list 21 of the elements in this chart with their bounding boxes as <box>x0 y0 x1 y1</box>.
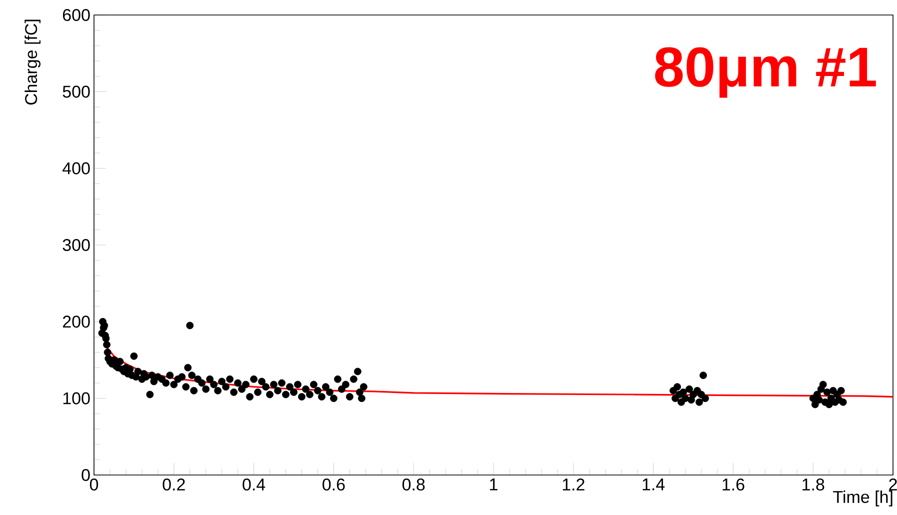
y-tick-label: 500 <box>62 86 90 98</box>
x-tick-label: 0 <box>90 478 98 491</box>
y-tick-label: 200 <box>62 316 90 328</box>
x-tick-label: 1.8 <box>802 478 824 491</box>
x-tick-label: 2 <box>889 478 897 490</box>
y-tick-label: 600 <box>62 8 90 22</box>
x-tick-label: 0.4 <box>242 478 266 491</box>
x-axis-title: Time [h] <box>833 490 892 506</box>
x-tick-label: 1.2 <box>562 478 584 490</box>
y-tick-label: 400 <box>62 162 90 174</box>
y-tick-label: 300 <box>62 238 90 252</box>
x-tick-label: 0.6 <box>322 478 345 491</box>
x-tick-label: 0.8 <box>402 478 425 491</box>
x-tick-label: 1.6 <box>722 478 744 491</box>
y-tick-label: 0 <box>82 468 90 482</box>
x-tick-label: 1.4 <box>642 478 665 490</box>
y-axis-title: Charge [fC] <box>24 20 40 105</box>
y-tick-label: 100 <box>63 392 90 404</box>
x-tick-label: 1 <box>490 478 498 490</box>
annotation: 80μm #1 <box>655 47 876 98</box>
x-tick-label: 0.2 <box>162 478 185 491</box>
